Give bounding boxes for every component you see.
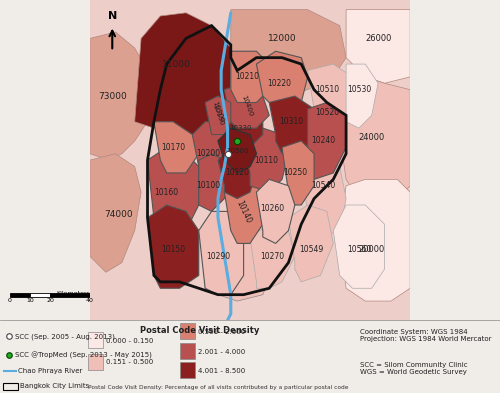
Polygon shape xyxy=(256,179,295,243)
Text: SCC @TropMed (Sep. 2013 - May 2015): SCC @TropMed (Sep. 2013 - May 2015) xyxy=(15,352,152,359)
Text: Kilometers: Kilometers xyxy=(56,291,90,296)
Text: Postal Code Visit Density: Postal Code Visit Density xyxy=(140,326,260,335)
Text: N: N xyxy=(108,11,117,21)
Polygon shape xyxy=(134,13,231,134)
Text: 10330: 10330 xyxy=(229,125,252,131)
FancyBboxPatch shape xyxy=(180,323,195,339)
Polygon shape xyxy=(231,51,269,103)
Polygon shape xyxy=(346,9,410,83)
Text: 10300: 10300 xyxy=(212,101,224,124)
Text: 10140: 10140 xyxy=(234,198,253,224)
Text: 10549: 10549 xyxy=(298,245,323,254)
Text: 0.000 - 0.150: 0.000 - 0.150 xyxy=(106,338,154,343)
Polygon shape xyxy=(224,179,263,243)
Polygon shape xyxy=(231,9,346,96)
Polygon shape xyxy=(301,160,346,237)
Text: 0.501 - 2.000: 0.501 - 2.000 xyxy=(198,329,245,335)
Text: Chao Phraya River: Chao Phraya River xyxy=(18,368,82,374)
Polygon shape xyxy=(90,32,154,160)
Text: Bangkok City Limits: Bangkok City Limits xyxy=(20,383,89,389)
Text: SCC (Sep. 2005 - Aug. 2013): SCC (Sep. 2005 - Aug. 2013) xyxy=(15,333,115,340)
Polygon shape xyxy=(346,64,378,128)
Text: 10510: 10510 xyxy=(315,85,339,94)
Polygon shape xyxy=(340,77,410,205)
Text: 40: 40 xyxy=(86,298,94,303)
Polygon shape xyxy=(148,205,199,288)
Polygon shape xyxy=(218,128,256,173)
Text: 10520: 10520 xyxy=(315,108,339,117)
Text: 10190: 10190 xyxy=(212,104,224,127)
Polygon shape xyxy=(256,51,308,109)
Polygon shape xyxy=(199,211,244,295)
Polygon shape xyxy=(224,83,269,128)
Text: 10500: 10500 xyxy=(226,147,248,154)
Text: 10260: 10260 xyxy=(260,204,284,213)
Polygon shape xyxy=(199,154,231,211)
FancyBboxPatch shape xyxy=(180,362,195,378)
Text: 2.001 - 4.000: 2.001 - 4.000 xyxy=(198,349,245,354)
Polygon shape xyxy=(308,109,346,179)
Text: 10400: 10400 xyxy=(240,94,254,117)
Polygon shape xyxy=(154,122,199,173)
Polygon shape xyxy=(192,122,231,179)
Text: 10170: 10170 xyxy=(161,143,185,152)
Polygon shape xyxy=(148,147,199,237)
Polygon shape xyxy=(282,141,314,205)
Text: 0: 0 xyxy=(8,298,12,303)
Text: 10240: 10240 xyxy=(312,136,336,145)
Polygon shape xyxy=(288,205,334,282)
Polygon shape xyxy=(334,205,384,288)
Bar xyxy=(30,293,50,297)
Bar xyxy=(10,293,30,297)
Text: Postal Code Visit Density: Percentage of all visits contributed by a particular : Postal Code Visit Density: Percentage of… xyxy=(88,385,348,390)
Text: 10210: 10210 xyxy=(235,72,259,81)
Text: 10: 10 xyxy=(26,298,34,303)
Text: 10100: 10100 xyxy=(196,181,220,190)
Text: 10110: 10110 xyxy=(254,156,278,165)
Text: 10540: 10540 xyxy=(312,181,336,190)
Polygon shape xyxy=(90,154,141,272)
Text: 10310: 10310 xyxy=(280,117,303,126)
Polygon shape xyxy=(269,96,314,154)
Text: 73000: 73000 xyxy=(98,92,126,101)
Text: 10150: 10150 xyxy=(161,245,185,254)
Text: 20000: 20000 xyxy=(358,245,385,254)
Polygon shape xyxy=(90,0,410,320)
Text: 10270: 10270 xyxy=(260,252,284,261)
FancyBboxPatch shape xyxy=(180,343,195,359)
Polygon shape xyxy=(308,64,352,128)
FancyBboxPatch shape xyxy=(88,332,102,348)
Text: 20: 20 xyxy=(46,298,54,303)
Text: 24000: 24000 xyxy=(358,133,385,142)
Text: 12000: 12000 xyxy=(268,34,296,43)
Polygon shape xyxy=(224,109,263,147)
Text: 10250: 10250 xyxy=(283,169,307,178)
Text: 74000: 74000 xyxy=(104,210,133,219)
Text: 10220: 10220 xyxy=(267,79,291,88)
Polygon shape xyxy=(205,211,276,301)
Polygon shape xyxy=(244,128,288,192)
Text: 10560: 10560 xyxy=(347,245,371,254)
Text: 26000: 26000 xyxy=(365,34,392,43)
Polygon shape xyxy=(250,224,295,288)
Text: 10160: 10160 xyxy=(154,188,179,196)
Text: 4.001 - 8.500: 4.001 - 8.500 xyxy=(198,368,245,374)
FancyBboxPatch shape xyxy=(88,354,102,370)
Polygon shape xyxy=(218,147,256,198)
Text: 10290: 10290 xyxy=(206,252,230,261)
Polygon shape xyxy=(308,103,346,179)
Text: 0.151 - 0.500: 0.151 - 0.500 xyxy=(106,360,153,365)
Text: 10120: 10120 xyxy=(225,169,249,178)
Polygon shape xyxy=(340,179,410,301)
Text: 10530: 10530 xyxy=(347,85,371,94)
Bar xyxy=(50,293,90,297)
Text: 11000: 11000 xyxy=(162,60,190,68)
Text: SCC = Silom Community Clinic
WGS = World Geodetic Survey: SCC = Silom Community Clinic WGS = World… xyxy=(360,362,468,375)
Text: Coordinate System: WGS 1984
Projection: WGS 1984 World Mercator: Coordinate System: WGS 1984 Projection: … xyxy=(360,329,492,342)
Polygon shape xyxy=(205,96,231,134)
Text: 10200: 10200 xyxy=(196,149,220,158)
